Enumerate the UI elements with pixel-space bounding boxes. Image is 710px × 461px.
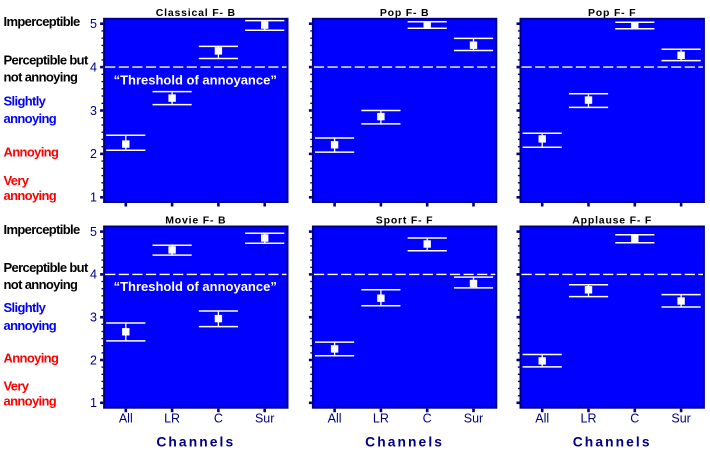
svg-text:3: 3 [90, 104, 97, 118]
svg-text:All: All [535, 412, 549, 426]
svg-text:annoying: annoying [4, 318, 57, 333]
svg-text:not annoying: not annoying [4, 70, 79, 85]
svg-text:2: 2 [90, 353, 97, 367]
svg-text:C: C [214, 412, 223, 426]
svg-text:All: All [119, 412, 133, 426]
svg-text:Annoying: Annoying [4, 351, 59, 366]
svg-text:3: 3 [90, 311, 97, 325]
svg-text:annoying: annoying [4, 393, 57, 408]
svg-text:Sport F- F: Sport F- F [376, 215, 434, 227]
svg-text:1: 1 [90, 191, 97, 205]
svg-text:Movie F- B: Movie F- B [165, 215, 226, 227]
svg-text:not annoying: not annoying [4, 277, 79, 292]
svg-text:Sur: Sur [255, 412, 274, 426]
svg-text:5: 5 [90, 17, 97, 31]
svg-text:Sur: Sur [464, 412, 483, 426]
svg-text:Pop F- B: Pop F- B [380, 7, 430, 19]
svg-text:5: 5 [90, 225, 97, 239]
svg-text:LR: LR [373, 412, 389, 426]
svg-text:C: C [630, 412, 639, 426]
svg-text:2: 2 [90, 147, 97, 161]
svg-text:Imperceptible: Imperceptible [4, 14, 80, 29]
svg-text:All: All [328, 412, 342, 426]
svg-text:Slightly: Slightly [4, 300, 47, 315]
svg-text:Very: Very [4, 379, 30, 394]
svg-text:Classical F- B: Classical F- B [156, 7, 236, 19]
svg-text:Channels: Channels [365, 435, 444, 450]
svg-text:Perceptible but: Perceptible but [4, 53, 89, 68]
svg-text:LR: LR [164, 412, 180, 426]
svg-text:Slightly: Slightly [4, 93, 47, 108]
svg-text:1: 1 [90, 396, 97, 410]
svg-text:annoying: annoying [4, 188, 57, 203]
svg-text:Perceptible but: Perceptible but [4, 260, 89, 275]
svg-text:LR: LR [581, 412, 597, 426]
svg-text:“Threshold of annoyance”: “Threshold of annoyance” [114, 279, 277, 294]
svg-text:Channels: Channels [573, 435, 652, 450]
svg-text:Applause F- F: Applause F- F [572, 215, 652, 227]
svg-text:Channels: Channels [156, 435, 235, 450]
svg-text:Sur: Sur [671, 412, 690, 426]
svg-text:4: 4 [90, 268, 97, 282]
svg-text:4: 4 [90, 60, 97, 74]
svg-text:Annoying: Annoying [4, 145, 59, 160]
svg-text:Imperceptible: Imperceptible [4, 222, 80, 237]
svg-text:Very: Very [4, 173, 30, 188]
svg-text:annoying: annoying [4, 111, 57, 126]
svg-text:C: C [423, 412, 432, 426]
svg-text:Pop F- F: Pop F- F [588, 7, 636, 19]
svg-text:“Threshold of annoyance”: “Threshold of annoyance” [114, 73, 277, 88]
